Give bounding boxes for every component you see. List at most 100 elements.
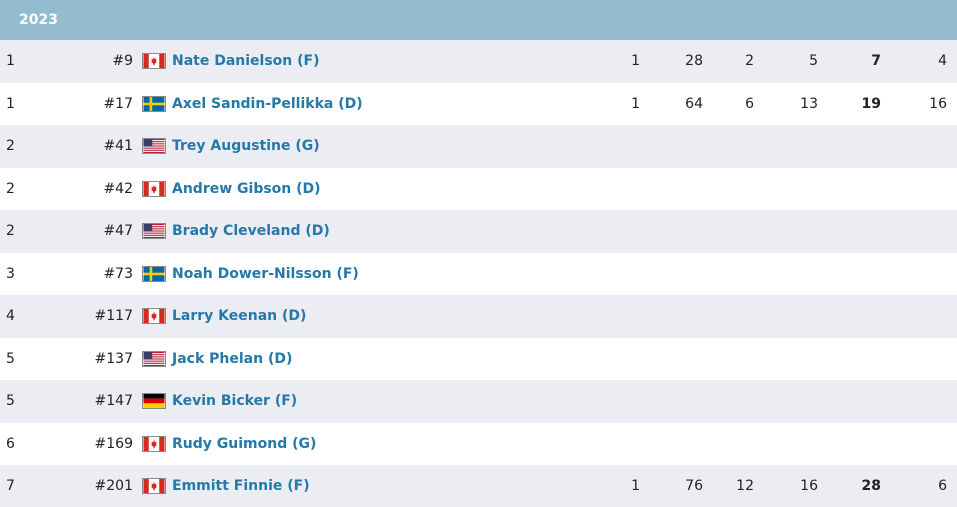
table-row: 2 #42 Andrew Gibson (D) bbox=[0, 167, 957, 211]
player-link[interactable]: Jack Phelan (D) bbox=[172, 350, 293, 367]
stat-cell: 2 bbox=[745, 53, 754, 70]
table-row: 2 #47 Brady Cleveland (D) bbox=[0, 210, 957, 253]
stat-cell: 28 bbox=[685, 53, 703, 70]
round-cell: 1 bbox=[6, 95, 15, 112]
player-link[interactable]: Emmitt Finnie (F) bbox=[172, 478, 310, 495]
stat-cell bbox=[897, 210, 947, 253]
stat-cell bbox=[653, 295, 703, 338]
flag-sweden-icon bbox=[142, 253, 166, 296]
flag-usa-icon bbox=[142, 125, 166, 168]
player-link[interactable]: Andrew Gibson (D) bbox=[172, 180, 321, 197]
player-link[interactable]: Noah Dower-Nilsson (F) bbox=[172, 265, 359, 282]
round-cell: 6 bbox=[6, 435, 15, 452]
stat-cell: 19 bbox=[861, 95, 881, 112]
player-link[interactable]: Trey Augustine (G) bbox=[172, 138, 320, 155]
stat-cell: 1 bbox=[631, 53, 640, 70]
stat-cell bbox=[768, 295, 818, 338]
round-cell: 7 bbox=[6, 478, 15, 495]
stat-cell: 28 bbox=[861, 478, 881, 495]
stat-cell bbox=[768, 423, 818, 466]
stat-cell: 16 bbox=[929, 95, 947, 112]
table-row: 6 #169 Rudy Guimond (G) bbox=[0, 422, 957, 466]
pick-cell: #117 bbox=[94, 308, 133, 325]
flag-usa-icon bbox=[142, 338, 166, 381]
stat-cell: 64 bbox=[685, 95, 703, 112]
pick-cell: #47 bbox=[103, 223, 133, 240]
stat-cell bbox=[831, 210, 881, 253]
stat-cell bbox=[590, 253, 640, 296]
stat-cell bbox=[768, 125, 818, 168]
stat-cell: 13 bbox=[800, 95, 818, 112]
table-row: 4 #117 Larry Keenan (D) bbox=[0, 295, 957, 338]
round-cell: 3 bbox=[6, 265, 15, 282]
stat-cell bbox=[704, 125, 754, 168]
year-header: 2023 bbox=[0, 0, 957, 40]
table-row: 1 #17 Axel Sandin-Pellikka (D) 1 64 6 13 19 16 bbox=[0, 82, 957, 125]
table-row: 1 #9 Nate Danielson (F) 1 28 2 5 7 4 bbox=[0, 40, 957, 83]
round-cell: 2 bbox=[6, 138, 15, 155]
stat-cell bbox=[653, 253, 703, 296]
draft-rows: 1 #9 Nate Danielson (F) 1 28 2 5 7 4 1 #17 Axel San… bbox=[0, 40, 957, 507]
flag-canada-icon bbox=[142, 295, 166, 338]
table-row: 3 #73 Noah Dower-Nilsson (F) bbox=[0, 252, 957, 296]
stat-cell bbox=[768, 338, 818, 381]
stat-cell bbox=[704, 210, 754, 253]
round-cell: 5 bbox=[6, 350, 15, 367]
stat-cell: 5 bbox=[809, 53, 818, 70]
stat-cell bbox=[653, 168, 703, 211]
stat-cell bbox=[590, 380, 640, 423]
stat-cell: 7 bbox=[871, 53, 881, 70]
round-cell: 2 bbox=[6, 180, 15, 197]
stat-cell: 6 bbox=[938, 478, 947, 495]
stat-cell bbox=[590, 210, 640, 253]
stat-cell bbox=[831, 168, 881, 211]
stat-cell bbox=[590, 295, 640, 338]
stat-cell bbox=[590, 168, 640, 211]
stat-cell bbox=[653, 210, 703, 253]
stat-cell: 6 bbox=[745, 95, 754, 112]
stat-cell bbox=[704, 338, 754, 381]
stat-cell: 76 bbox=[685, 478, 703, 495]
player-link[interactable]: Rudy Guimond (G) bbox=[172, 435, 317, 452]
player-link[interactable]: Axel Sandin-Pellikka (D) bbox=[172, 95, 363, 112]
stat-cell bbox=[653, 338, 703, 381]
stat-cell bbox=[653, 423, 703, 466]
table-row: 5 #137 Jack Phelan (D) bbox=[0, 337, 957, 381]
round-cell: 4 bbox=[6, 308, 15, 325]
pick-cell: #201 bbox=[94, 478, 133, 495]
stat-cell bbox=[590, 423, 640, 466]
stat-cell bbox=[897, 168, 947, 211]
flag-canada-icon bbox=[142, 168, 166, 211]
pick-cell: #147 bbox=[94, 393, 133, 410]
year-label: 2023 bbox=[19, 12, 58, 28]
stat-cell bbox=[897, 253, 947, 296]
stat-cell bbox=[831, 423, 881, 466]
flag-usa-icon bbox=[142, 210, 166, 253]
player-link[interactable]: Kevin Bicker (F) bbox=[172, 393, 298, 410]
stat-cell: 12 bbox=[736, 478, 754, 495]
round-cell: 5 bbox=[6, 393, 15, 410]
flag-germany-icon bbox=[142, 380, 166, 423]
stat-cell bbox=[831, 125, 881, 168]
table-row: 5 #147 Kevin Bicker (F) bbox=[0, 380, 957, 423]
stat-cell bbox=[768, 380, 818, 423]
stat-cell bbox=[768, 210, 818, 253]
stat-cell bbox=[831, 338, 881, 381]
stat-cell: 16 bbox=[800, 478, 818, 495]
stat-cell bbox=[653, 125, 703, 168]
stat-cell bbox=[704, 295, 754, 338]
stat-cell bbox=[704, 380, 754, 423]
player-link[interactable]: Larry Keenan (D) bbox=[172, 308, 307, 325]
stat-cell bbox=[704, 423, 754, 466]
stat-cell bbox=[590, 338, 640, 381]
stat-cell bbox=[897, 295, 947, 338]
stat-cell bbox=[590, 125, 640, 168]
stat-cell bbox=[768, 253, 818, 296]
stat-cell bbox=[897, 338, 947, 381]
pick-cell: #41 bbox=[103, 138, 133, 155]
player-link[interactable]: Nate Danielson (F) bbox=[172, 53, 320, 70]
player-link[interactable]: Brady Cleveland (D) bbox=[172, 223, 330, 240]
round-cell: 2 bbox=[6, 223, 15, 240]
stat-cell: 1 bbox=[631, 95, 640, 112]
